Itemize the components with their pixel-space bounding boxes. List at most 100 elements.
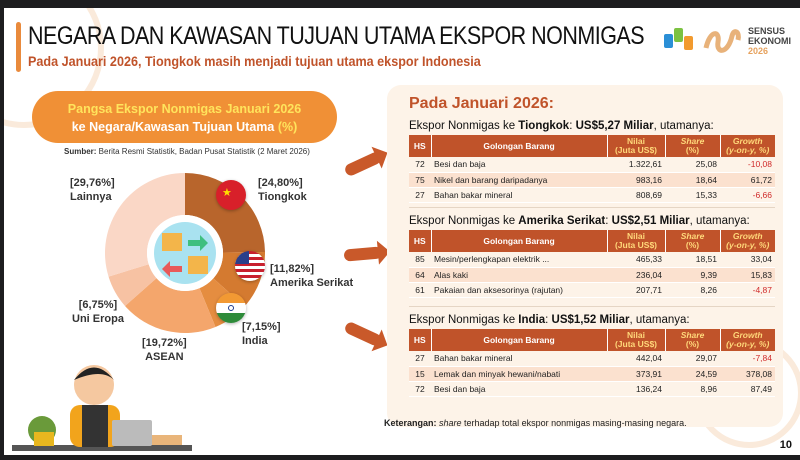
col-share: Share (%): [665, 329, 721, 351]
title-accent-bar: [16, 22, 21, 72]
col-hs: HS: [409, 135, 432, 157]
col-growth: Growth (y-on-y, %): [720, 230, 775, 252]
page-number: 10: [779, 439, 792, 451]
value: 136,24: [607, 381, 665, 397]
source-note: Sumber: Berita Resmi Statistik, Badan Pu…: [64, 147, 310, 156]
growth: 61,72: [720, 172, 775, 188]
share: 25,08: [665, 157, 720, 173]
export-amount: US$1,52 Miliar: [551, 314, 630, 326]
divider: [409, 306, 775, 307]
table-row: 61 Pakaian dan aksesorinya (rajutan) 207…: [409, 282, 775, 298]
growth: 87,49: [720, 381, 775, 397]
slice-lainnya: [104, 173, 185, 277]
country-name: India: [518, 314, 546, 326]
slice-uni-eropa: [108, 264, 157, 306]
share: 15,33: [665, 187, 720, 203]
page-subtitle: Pada Januari 2026, Tiongkok masih menjad…: [28, 53, 481, 69]
value: 983,16: [607, 172, 665, 188]
col-value: Nilai (Juta US$): [607, 230, 666, 252]
slice-asean: [125, 278, 216, 333]
export-amount: US$2,51 Miliar: [611, 215, 690, 227]
table-header: HS Golongan Barang Nilai (Juta US$) Share…: [409, 230, 775, 252]
bps-logo-icon: [662, 24, 696, 58]
share: 24,59: [665, 366, 720, 382]
arrow-icon: [343, 246, 383, 262]
col-item: Golongan Barang: [431, 230, 608, 252]
hs-code: 85: [409, 252, 431, 268]
value: 442,04: [607, 351, 665, 367]
item-name: Besi dan baja: [431, 157, 607, 173]
divider: [409, 207, 775, 208]
logo-year: 2026: [748, 46, 769, 56]
hs-code: 72: [409, 381, 431, 397]
hs-code: 72: [409, 157, 431, 173]
chart-title-line2: ke Negara/Kawasan Tujuan Utama: [71, 120, 278, 134]
table-header: HS Golongan Barang Nilai (Juta US$) Share…: [409, 329, 775, 351]
hs-code: 27: [409, 187, 431, 203]
hs-code: 15: [409, 366, 431, 382]
value: 1.322,61: [607, 157, 665, 173]
table-header: HS Golongan Barang Nilai (Juta US$) Share…: [409, 135, 775, 157]
chart-title-line1: Pangsa Ekspor Nonmigas Januari 2026: [67, 102, 302, 116]
label-amerika-serikat: [11,82%] Amerika Serikat: [270, 263, 354, 289]
mascot-illustration: [12, 360, 202, 455]
share: 8,96: [665, 381, 720, 397]
slide: NEGARA DAN KAWASAN TUJUAN UTAMA EKSPOR N…: [4, 8, 800, 455]
logo-text: EKONOMI: [748, 36, 792, 46]
label-lainnya: [29,76%] Lainnya: [70, 177, 115, 203]
label-tiongkok: [24,80%] Tiongkok: [258, 177, 307, 203]
slice-tiongkok: [185, 173, 265, 253]
summary-panel: Pada Januari 2026: Ekspor Nonmigas ke Ti…: [387, 85, 783, 427]
bps-sensus-logo: SENSUS EKONOMI 2026: [662, 24, 791, 58]
commodity-table: HS Golongan Barang Nilai (Juta US$) Share…: [409, 230, 775, 298]
growth: 33,04: [720, 252, 775, 268]
value: 236,04: [607, 267, 665, 283]
panel-title: Pada Januari 2026:: [409, 95, 554, 112]
export-section: Ekspor Nonmigas ke Amerika Serikat: US$2…: [409, 215, 775, 298]
hs-code: 27: [409, 351, 431, 367]
col-growth: Growth (y-on-y, %): [720, 329, 775, 351]
item-name: Nikel dan barang daripadanya: [431, 172, 607, 188]
col-value: Nilai (Juta US$): [607, 329, 666, 351]
value: 207,71: [607, 282, 665, 298]
table-row: 72 Besi dan baja 1.322,61 25,08 -10,08: [409, 157, 775, 173]
growth: -6,66: [720, 187, 775, 203]
col-share: Share (%): [665, 135, 721, 157]
share: 18,51: [665, 252, 720, 268]
hs-code: 64: [409, 267, 431, 283]
item-name: Lemak dan minyak hewani/nabati: [431, 366, 607, 382]
item-name: Bahan bakar mineral: [431, 351, 607, 367]
growth: -7,84: [720, 351, 775, 367]
label-india: [7,15%] India: [242, 321, 281, 347]
usa-flag-icon: [235, 251, 265, 281]
value: 808,69: [607, 187, 665, 203]
growth: 15,83: [720, 267, 775, 283]
col-item: Golongan Barang: [431, 329, 608, 351]
table-row: 27 Bahan bakar mineral 442,04 29,07 -7,8…: [409, 351, 775, 367]
col-growth: Growth (y-on-y, %): [720, 135, 775, 157]
arrow-icon: [343, 320, 383, 348]
share: 9,39: [665, 267, 720, 283]
export-section: Ekspor Nonmigas ke India: US$1,52 Miliar…: [409, 314, 775, 397]
item-name: Pakaian dan aksesorinya (rajutan): [431, 282, 607, 298]
col-share: Share (%): [665, 230, 721, 252]
hs-code: 75: [409, 172, 431, 188]
value: 373,91: [607, 366, 665, 382]
table-row: 64 Alas kaki 236,04 9,39 15,83: [409, 267, 775, 283]
item-name: Bahan bakar mineral: [431, 187, 607, 203]
section-caption: Ekspor Nonmigas ke India: US$1,52 Miliar…: [409, 314, 690, 326]
export-amount: US$5,27 Miliar: [575, 120, 654, 132]
col-hs: HS: [409, 230, 432, 252]
trade-boxes-icon: [154, 222, 216, 284]
india-flag-icon: [216, 293, 246, 323]
section-caption: Ekspor Nonmigas ke Tiongkok: US$5,27 Mil…: [409, 120, 714, 132]
source-text: Berita Resmi Statistik, Badan Pusat Stat…: [96, 147, 310, 156]
footnote: Keterangan: share terhadap total ekspor …: [384, 418, 687, 428]
arrow-icon: [343, 150, 383, 178]
chart-title-pill: Pangsa Ekspor Nonmigas Januari 2026 ke N…: [32, 91, 337, 143]
item-name: Alas kaki: [431, 267, 607, 283]
source-label: Sumber:: [64, 147, 97, 156]
growth: -4,87: [720, 282, 775, 298]
growth: 378,08: [720, 366, 775, 382]
item-name: Mesin/perlengkapan elektrik ...: [431, 252, 607, 268]
